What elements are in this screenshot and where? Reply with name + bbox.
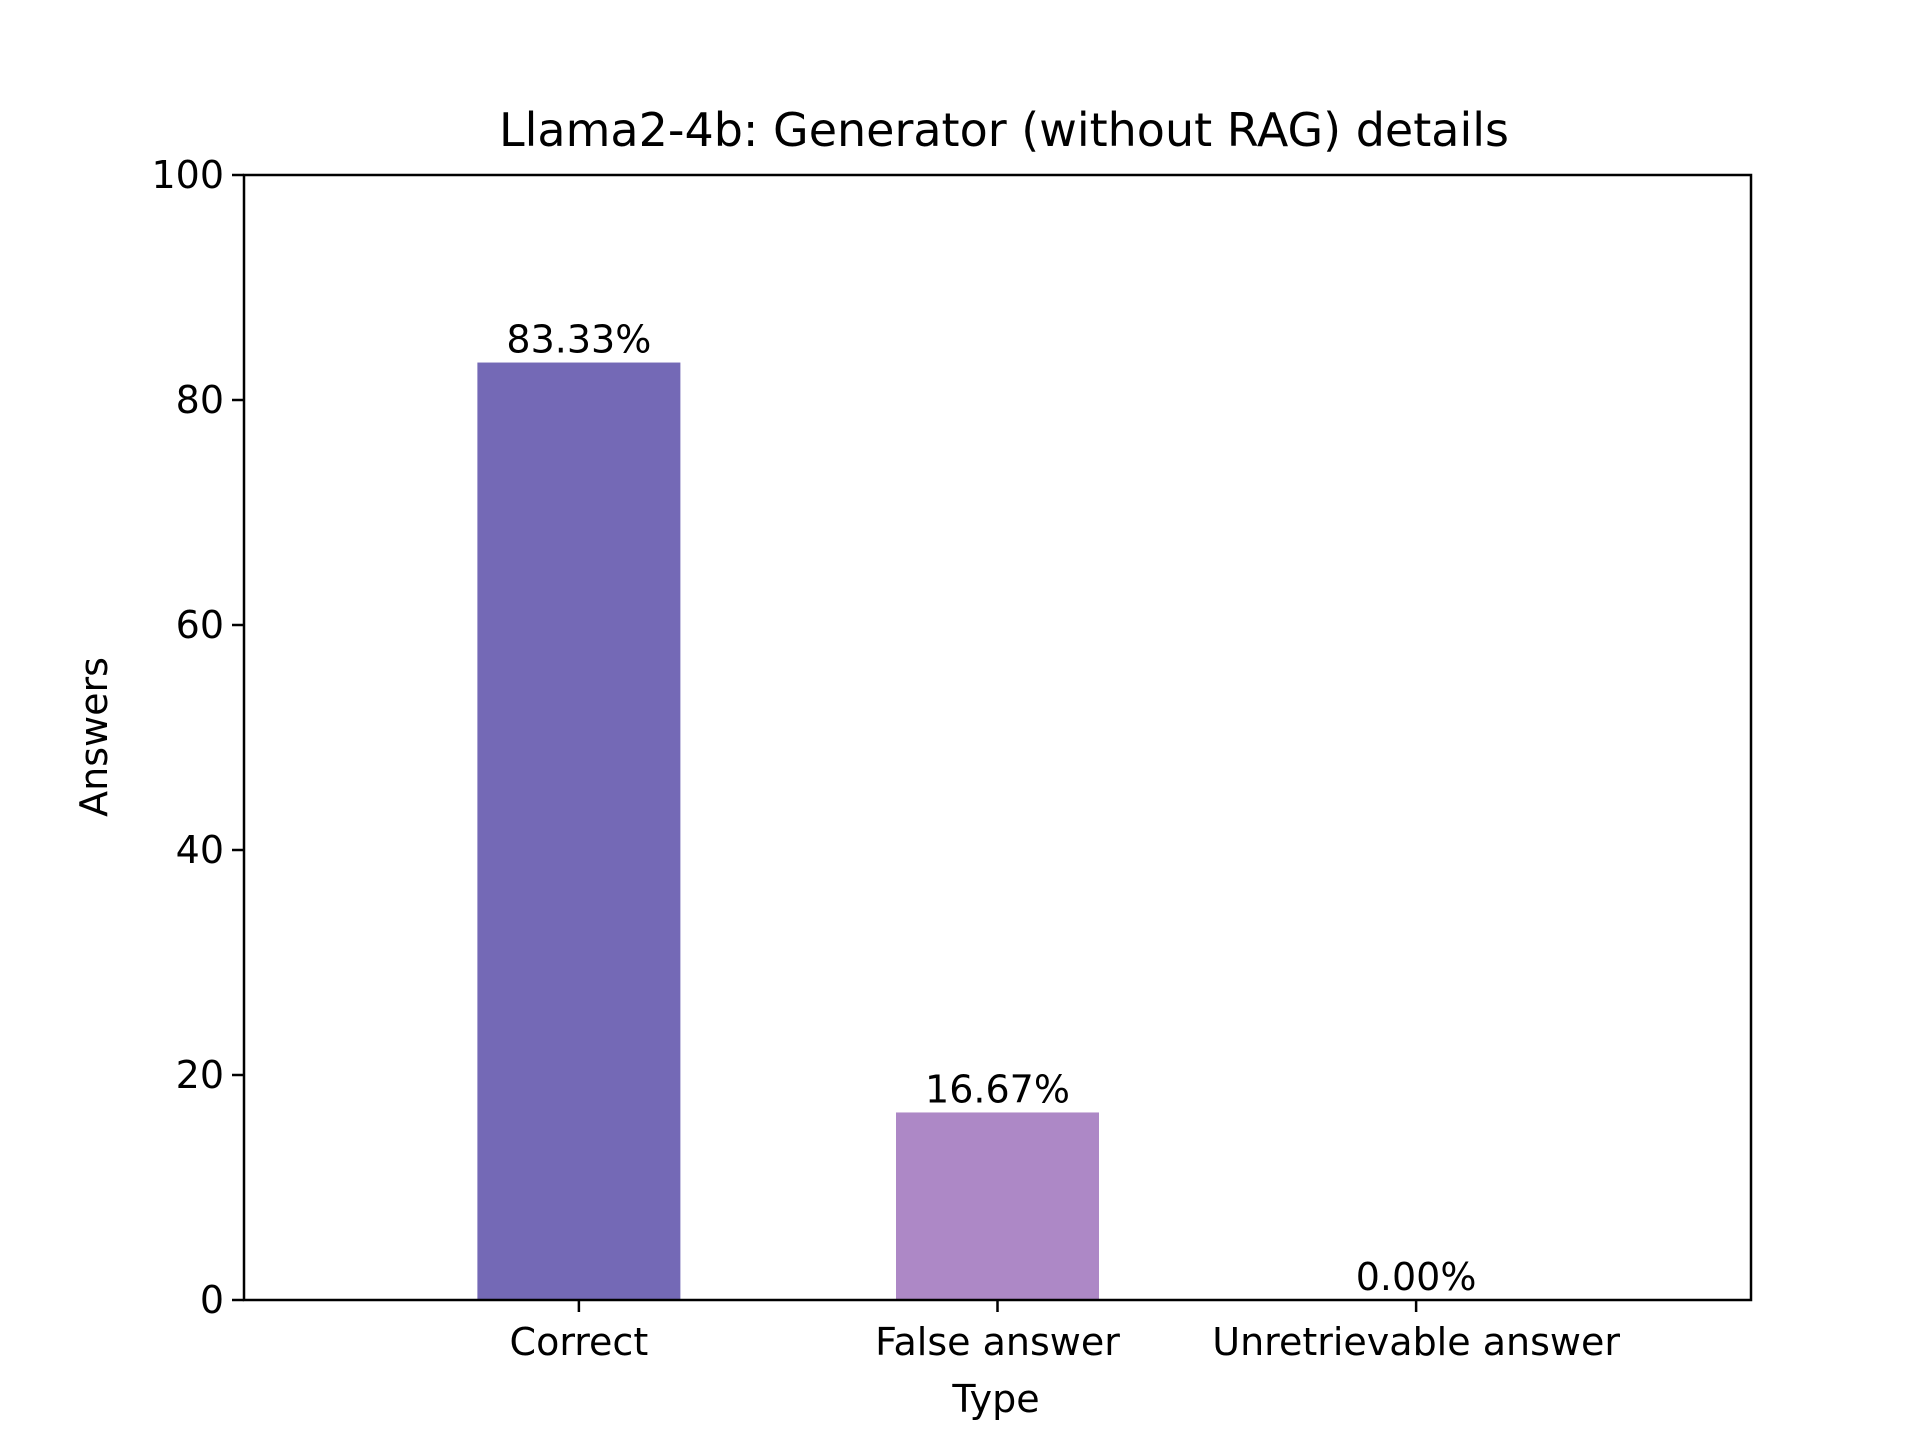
bar-false-answer: [896, 1112, 1099, 1300]
y-tick-label: 0: [200, 1278, 224, 1322]
data-labels: 83.33% 16.67% 0.00%: [506, 318, 1476, 1299]
y-tick-label: 40: [176, 828, 224, 872]
y-axis: 0 20 40 60 80 100: [151, 153, 244, 1322]
x-tick-label: Correct: [510, 1320, 649, 1364]
x-tick-label: False answer: [875, 1320, 1120, 1364]
data-label: 16.67%: [925, 1067, 1070, 1111]
data-label: 0.00%: [1356, 1255, 1477, 1299]
plot-frame: [242, 173, 1753, 1302]
y-tick-label: 100: [151, 153, 224, 197]
y-tick-label: 60: [176, 603, 224, 647]
chart-title: Llama2-4b: Generator (without RAG) detai…: [499, 103, 1509, 157]
data-label: 83.33%: [506, 318, 651, 362]
y-tick-label: 20: [176, 1053, 224, 1097]
bar-correct: [477, 362, 681, 1301]
bars-group: [477, 362, 1099, 1301]
y-tick-label: 80: [176, 378, 224, 422]
x-axis: Correct False answer Unretrievable answer: [510, 1300, 1620, 1364]
x-axis-label: Type: [951, 1377, 1039, 1421]
x-tick-label: Unretrievable answer: [1212, 1320, 1620, 1364]
y-axis-label: Answers: [72, 657, 116, 817]
